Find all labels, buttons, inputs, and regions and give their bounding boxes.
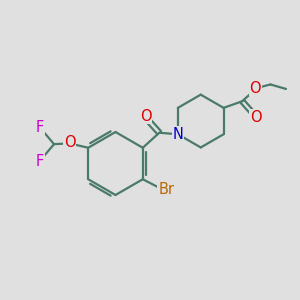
Text: F: F [36, 119, 44, 134]
Text: O: O [250, 110, 262, 125]
Text: Br: Br [158, 182, 174, 197]
Text: F: F [36, 154, 44, 169]
Text: O: O [140, 109, 152, 124]
Text: N: N [172, 127, 183, 142]
Text: O: O [64, 135, 75, 150]
Text: N: N [172, 127, 183, 142]
Text: O: O [250, 80, 261, 95]
